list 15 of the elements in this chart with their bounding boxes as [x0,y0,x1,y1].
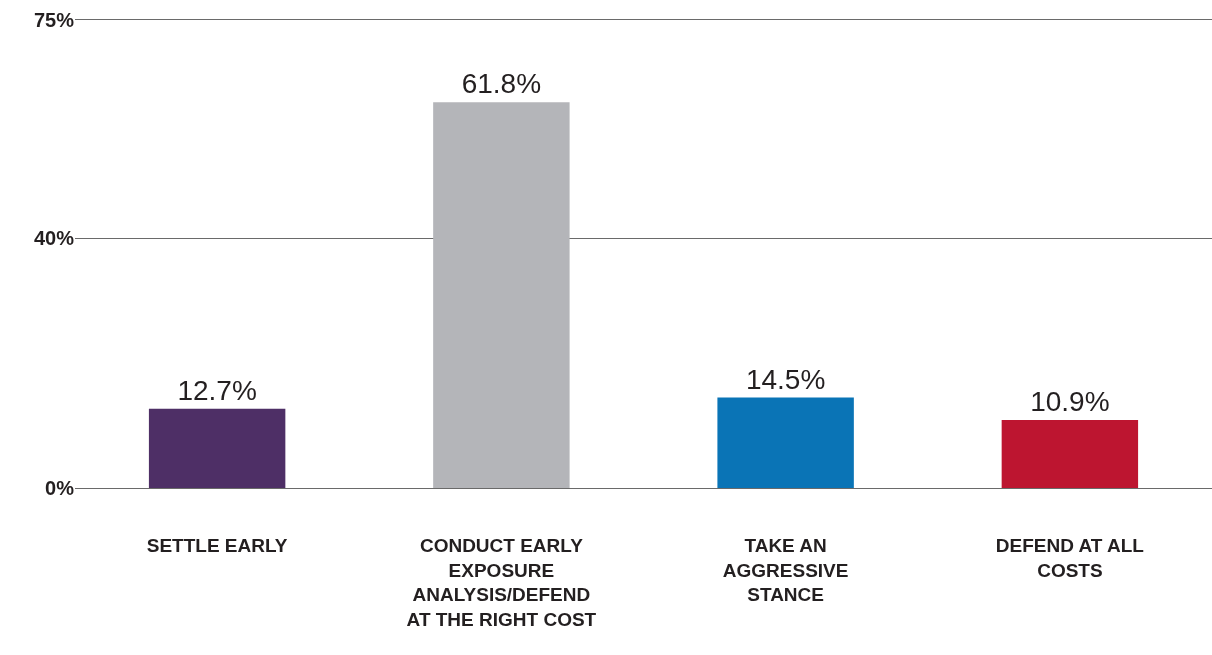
bar [717,397,854,488]
bar [148,408,286,488]
y-tick-label: 0% [45,477,75,499]
data-label: 61.8% [461,68,542,100]
x-tick-label: SETTLE EARLY [146,534,288,556]
data-label: 12.7% [177,374,257,406]
data-label: 10.9% [1030,385,1110,417]
data-label: 14.5% [745,363,826,395]
y-tick-label: 40% [33,227,75,250]
y-tick-label: 75% [33,9,75,31]
x-tick-label: TAKE AN AGGRESSIVE STANCE [722,534,849,606]
x-tick-label: DEFEND AT ALL COSTS [995,534,1145,581]
bar [433,102,570,488]
x-tick-label: CONDUCT EARLY EXPOSURE ANALYSIS/DEFEND AT THE RIGHT COST [406,534,597,631]
bar [1001,419,1139,488]
